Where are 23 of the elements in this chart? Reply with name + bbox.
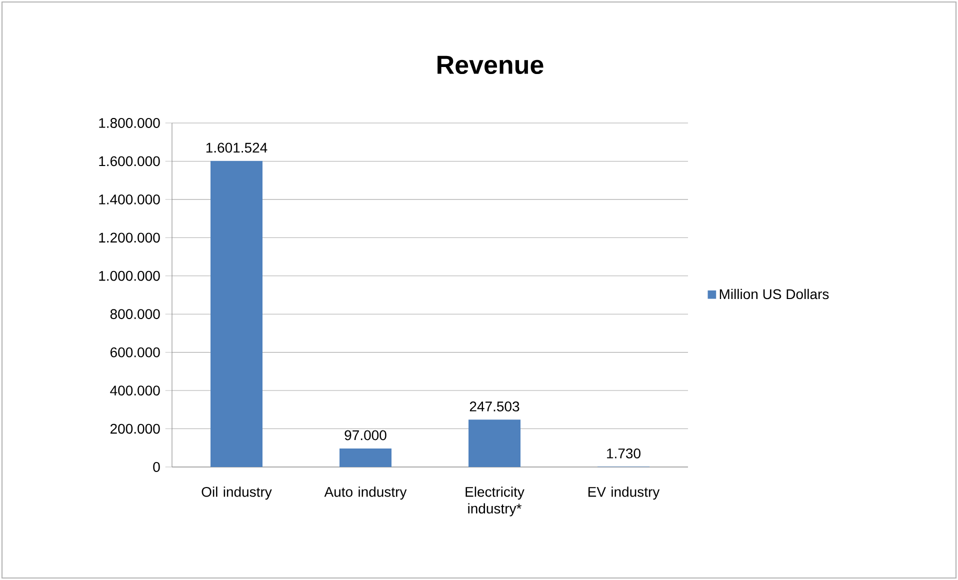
data-label: 97.000: [344, 430, 386, 440]
x-tick-label: Oil industry: [202, 486, 272, 500]
y-tick-label: 1.000.000: [99, 270, 160, 281]
y-tick-label: 1.400.000: [99, 194, 160, 204]
y-tick-label: 600.000: [110, 347, 160, 358]
y-tick-label: 800.000: [110, 309, 160, 320]
x-tick-label: Auto industry: [324, 486, 407, 500]
bar: [340, 448, 392, 467]
chart-title: Revenue: [438, 56, 544, 74]
data-label: 247.503: [470, 402, 520, 412]
y-tick-label: 1.800.000: [99, 118, 160, 128]
y-tick-label: 200.000: [110, 424, 160, 434]
y-tick-label: 0: [153, 462, 160, 472]
x-tick-label: EV industry: [588, 486, 660, 500]
data-label: 1.730: [607, 448, 640, 458]
y-tick-label: 400.000: [110, 386, 160, 396]
bar: [210, 160, 262, 467]
y-tick-label: 1.600.000: [99, 156, 160, 166]
y-tick-label: 1.200.000: [99, 232, 160, 243]
bar: [468, 420, 521, 467]
data-label: 1.601.524: [206, 142, 268, 153]
x-tick-label: Electricity industry*: [466, 486, 524, 516]
legend-label: Million US Dollars: [720, 288, 829, 300]
